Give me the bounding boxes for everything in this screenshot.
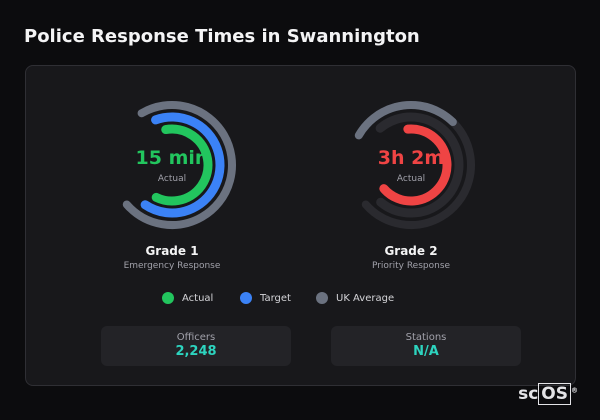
gauge-caption: Actual [396, 174, 426, 184]
stat-label: Officers [176, 332, 216, 343]
ring-target [358, 112, 464, 218]
stat-label: Stations [405, 332, 447, 343]
gauge-value: 15 min [135, 147, 209, 169]
ring-uk-average [347, 101, 476, 229]
brand-suffix: OS [538, 383, 571, 405]
gauge-subtitle: Priority Response [371, 261, 451, 271]
ring-target [119, 112, 225, 218]
legend-item: UK Average [316, 292, 394, 304]
gauge-name: Grade 1 [145, 244, 199, 258]
ring-actual [131, 124, 213, 206]
legend-label: UK Average [336, 292, 395, 304]
gauge-1 [108, 101, 236, 229]
legend-item: Actual [162, 292, 213, 304]
stat-card: Officers 2,248 [101, 326, 291, 366]
legend-dot [162, 292, 174, 304]
title: Police Response Times in Swannington [24, 26, 420, 47]
stat-value: 2,248 [175, 344, 217, 359]
legend-dot [240, 292, 252, 304]
ring-uk-average [108, 101, 236, 229]
gauge-subtitle: Emergency Response [123, 261, 221, 271]
brand-prefix: sc [518, 384, 539, 404]
legend-label: Actual [182, 292, 214, 304]
legend-dot [316, 292, 328, 304]
gauge-caption: Actual [157, 174, 187, 184]
ring-actual [370, 124, 452, 206]
stat-value: N/A [413, 344, 439, 359]
brand-logo: sc OS ® [518, 383, 578, 405]
gauge-name: Grade 2 [384, 244, 438, 258]
stat-card: Stations N/A [331, 326, 521, 366]
legend-label: Target [260, 292, 291, 304]
legend-item: Target [240, 292, 291, 304]
gauge-value: 3h 2m [377, 147, 445, 169]
brand-mark: ® [571, 386, 578, 395]
gauge-2 [347, 101, 476, 230]
